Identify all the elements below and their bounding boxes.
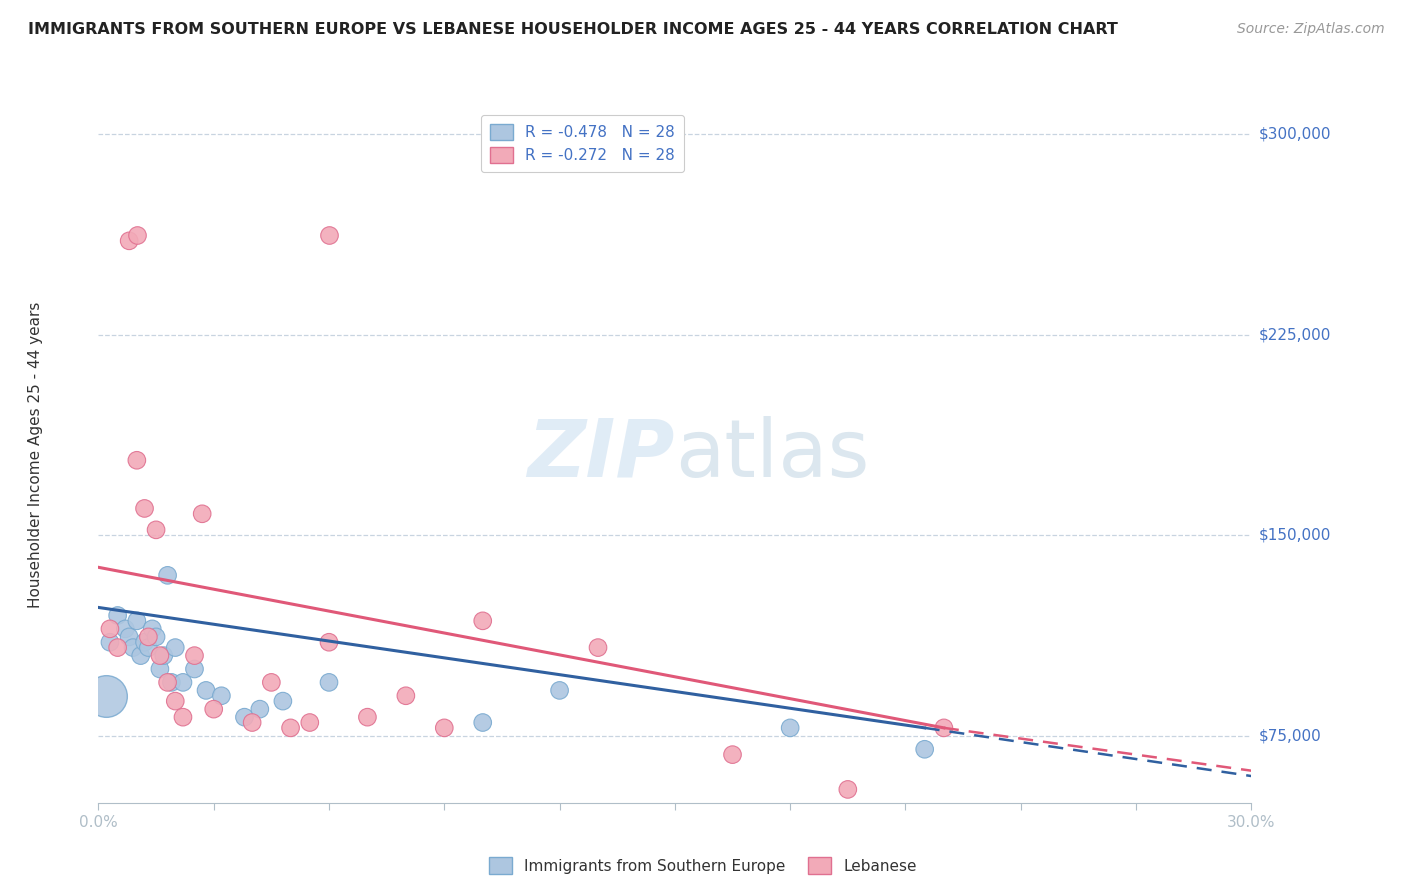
Point bbox=[138, 640, 160, 655]
Point bbox=[240, 715, 263, 730]
Point bbox=[165, 694, 187, 708]
Point bbox=[932, 721, 955, 735]
Point bbox=[586, 640, 609, 655]
Point bbox=[138, 630, 160, 644]
Point bbox=[191, 507, 214, 521]
Point bbox=[298, 715, 321, 730]
Point bbox=[118, 630, 141, 644]
Point bbox=[160, 675, 183, 690]
Point bbox=[318, 635, 340, 649]
Point bbox=[914, 742, 936, 756]
Point bbox=[318, 228, 340, 243]
Point bbox=[172, 675, 194, 690]
Text: Householder Income Ages 25 - 44 years: Householder Income Ages 25 - 44 years bbox=[28, 301, 42, 608]
Point bbox=[145, 630, 167, 644]
Point bbox=[271, 694, 294, 708]
Point bbox=[183, 662, 205, 676]
Point bbox=[114, 622, 136, 636]
Legend: Immigrants from Southern Europe, Lebanese: Immigrants from Southern Europe, Lebanes… bbox=[482, 851, 924, 880]
Text: $225,000: $225,000 bbox=[1258, 327, 1330, 342]
Text: atlas: atlas bbox=[675, 416, 869, 494]
Point bbox=[195, 683, 218, 698]
Text: $300,000: $300,000 bbox=[1258, 127, 1331, 141]
Point bbox=[141, 622, 163, 636]
Legend: R = -0.478   N = 28, R = -0.272   N = 28: R = -0.478 N = 28, R = -0.272 N = 28 bbox=[481, 115, 685, 172]
Point bbox=[433, 721, 456, 735]
Point bbox=[202, 702, 225, 716]
Point bbox=[721, 747, 744, 762]
Point bbox=[98, 622, 121, 636]
Point bbox=[172, 710, 194, 724]
Point bbox=[122, 640, 145, 655]
Point bbox=[156, 568, 179, 582]
Point bbox=[125, 614, 148, 628]
Point bbox=[125, 453, 148, 467]
Text: $150,000: $150,000 bbox=[1258, 528, 1330, 542]
Point bbox=[471, 715, 494, 730]
Point bbox=[233, 710, 256, 724]
Point bbox=[280, 721, 302, 735]
Point bbox=[156, 675, 179, 690]
Point bbox=[118, 234, 141, 248]
Point bbox=[94, 689, 117, 703]
Point bbox=[548, 683, 571, 698]
Point bbox=[318, 675, 340, 690]
Point bbox=[165, 640, 187, 655]
Point bbox=[98, 635, 121, 649]
Point bbox=[356, 710, 378, 724]
Point bbox=[129, 648, 152, 663]
Point bbox=[779, 721, 801, 735]
Point bbox=[837, 782, 859, 797]
Point bbox=[134, 501, 156, 516]
Point bbox=[107, 640, 129, 655]
Point bbox=[134, 635, 156, 649]
Point bbox=[149, 662, 172, 676]
Point bbox=[209, 689, 232, 703]
Point bbox=[183, 648, 205, 663]
Point bbox=[107, 608, 129, 623]
Text: ZIP: ZIP bbox=[527, 416, 675, 494]
Point bbox=[145, 523, 167, 537]
Point bbox=[471, 614, 494, 628]
Text: Source: ZipAtlas.com: Source: ZipAtlas.com bbox=[1237, 22, 1385, 37]
Point bbox=[260, 675, 283, 690]
Point bbox=[125, 228, 148, 243]
Point bbox=[395, 689, 418, 703]
Point bbox=[249, 702, 271, 716]
Point bbox=[152, 648, 174, 663]
Point bbox=[149, 648, 172, 663]
Text: IMMIGRANTS FROM SOUTHERN EUROPE VS LEBANESE HOUSEHOLDER INCOME AGES 25 - 44 YEAR: IMMIGRANTS FROM SOUTHERN EUROPE VS LEBAN… bbox=[28, 22, 1118, 37]
Text: $75,000: $75,000 bbox=[1258, 729, 1322, 743]
